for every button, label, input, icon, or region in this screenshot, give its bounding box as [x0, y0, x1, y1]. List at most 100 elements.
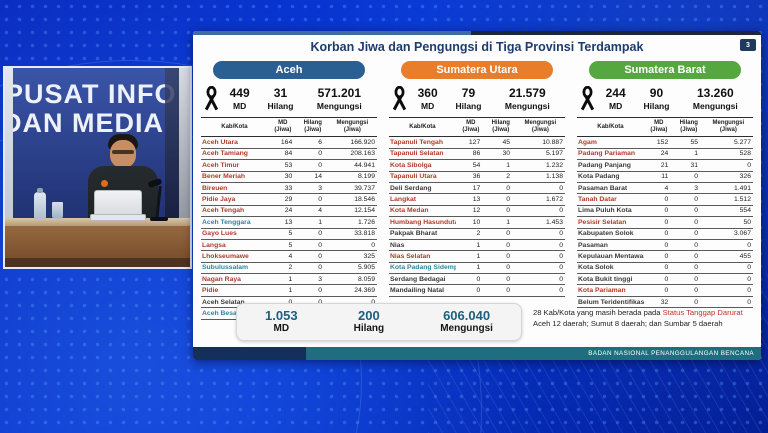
- row-kabkota-name: Tapanuli Selatan: [390, 150, 444, 158]
- row-kabkota-name: Subulussalam: [202, 264, 249, 272]
- row-mengungsi-value: 1.672: [545, 196, 563, 204]
- table-row: Nagan Raya 1 3 8.059: [201, 274, 377, 286]
- row-kabkota-name: Aceh Tenggara: [202, 218, 251, 226]
- row-md-value: 1: [476, 264, 481, 272]
- row-hilang-value: 1: [694, 150, 699, 158]
- row-mengungsi-value: 8.059: [357, 275, 375, 283]
- row-md-value: 29: [284, 196, 293, 204]
- row-hilang-value: 0: [318, 252, 323, 260]
- row-kabkota-name: Lima Puluh Kota: [578, 207, 632, 215]
- row-kabkota-name: Agam: [578, 139, 597, 147]
- microphone-base: [150, 217, 168, 221]
- row-md-value: 13: [472, 196, 481, 204]
- table-row: Aceh Tamiang 84 0 208.163: [201, 149, 377, 161]
- row-md-value: 0: [664, 196, 669, 204]
- row-hilang-value: 0: [506, 230, 511, 238]
- row-hilang-value: 0: [318, 264, 323, 272]
- row-mengungsi-value: 0: [747, 161, 751, 169]
- row-mengungsi-value: 208.163: [350, 150, 375, 158]
- table-row: Kepulauan Mentawai 0 0 455: [577, 251, 753, 263]
- row-kabkota-name: Pasaman Barat: [578, 184, 628, 192]
- row-hilang-value: 1: [506, 218, 511, 226]
- row-hilang-value: 3: [318, 184, 323, 192]
- province-table: Sumatera Barat 244 MD 90 Hilang 13.260 Meng…: [577, 61, 753, 320]
- row-md-value: 30: [284, 173, 293, 181]
- row-hilang-value: 0: [318, 241, 323, 249]
- table-row: Kota Padang Sidempuan 1 0 0: [389, 263, 565, 275]
- table-row: Aceh Tenggara 13 1 1.726: [201, 217, 377, 229]
- row-md-value: 10: [472, 218, 481, 226]
- row-md-value: 0: [664, 252, 669, 260]
- row-mengungsi-value: 528: [739, 150, 751, 158]
- row-md-value: 1: [476, 252, 481, 260]
- status-note: 28 Kab/Kota yang masih berada pada Statu…: [533, 307, 751, 329]
- row-md-value: 84: [284, 150, 293, 158]
- row-mengungsi-value: 0: [559, 287, 563, 295]
- row-md-value: 127: [468, 139, 481, 147]
- row-md-value: 54: [472, 161, 481, 169]
- table-row: Padang Panjang 21 31 0: [577, 160, 753, 172]
- row-mengungsi-value: 0: [328, 299, 377, 306]
- row-mengungsi-value: 18.546: [354, 196, 375, 204]
- row-mengungsi-value: 5.197: [545, 150, 563, 158]
- banner-text-line1: PUSAT INFO: [9, 80, 177, 109]
- row-hilang-value: 0: [506, 287, 511, 295]
- row-mengungsi-value: 0: [559, 275, 563, 283]
- table-row: Nias 1 0 0: [389, 240, 565, 252]
- studio-wall-light-left: [5, 68, 13, 267]
- row-kabkota-name: Kota Solok: [578, 264, 614, 272]
- row-hilang-value: 0: [318, 150, 323, 158]
- row-hilang-value: 0: [506, 264, 511, 272]
- province-tables-container: Aceh 449 MD 31 Hilang 571.201 Mengungsi Kab…: [201, 61, 753, 320]
- row-md-value: 0: [664, 218, 669, 226]
- row-hilang-value: 30: [502, 150, 511, 158]
- province-pill: Sumatera Utara: [401, 61, 553, 79]
- row-md-value: 33: [284, 184, 293, 192]
- row-hilang-value: 0: [506, 252, 511, 260]
- table-row: Mandailing Natal 0 0 0: [389, 285, 565, 297]
- row-hilang-value: 0: [694, 298, 699, 306]
- total-summary-box: 1.053 MD 200 Hilang 606.040 Mengungsi: [236, 303, 522, 341]
- row-kabkota-name: Nagan Raya: [202, 275, 241, 283]
- row-kabkota-name: Aceh Tamiang: [202, 150, 248, 158]
- slide-top-strip: [193, 31, 761, 35]
- summary-mengungsi-label: Mengungsi: [440, 323, 493, 335]
- table-row: Serdang Bedagai 0 0 0: [389, 274, 565, 286]
- uniform-logo-patch: [101, 180, 108, 187]
- row-kabkota-name: Aceh Timur: [202, 161, 240, 169]
- row-hilang-value: 0: [318, 230, 323, 238]
- webcam-view: PUSAT INFO DAN MEDIA: [3, 66, 192, 269]
- studio-wall-light-right: [179, 68, 190, 267]
- table-column-headers: Kab/Kota MD (Jiwa) Hilang (Jiwa) Mengungsi (Ji…: [389, 117, 565, 138]
- slide-number-badge: 3: [740, 39, 756, 51]
- row-md-value: 4: [664, 184, 669, 192]
- row-hilang-value: 45: [502, 139, 511, 147]
- row-hilang-value: 0: [694, 173, 699, 181]
- row-kabkota-name: Aceh Besar: [202, 309, 240, 317]
- row-md-value: 5: [288, 241, 293, 249]
- summary-stat-mengungsi: 606.040 Mengungsi: [440, 308, 493, 335]
- slide-footer: BADAN NASIONAL PENANGGULANGAN BENCANA: [193, 347, 761, 360]
- province-table: Aceh 449 MD 31 Hilang 571.201 Mengungsi Kab…: [201, 61, 377, 320]
- table-row: Deli Serdang 17 0 0: [389, 183, 565, 195]
- row-md-value: 2: [288, 264, 293, 272]
- province-stat-hilang: 79 Hilang: [455, 86, 482, 111]
- row-md-value: 0: [664, 275, 669, 283]
- row-kabkota-name: Nias: [390, 241, 405, 249]
- table-row: Tapanuli Utara 36 2 1.138: [389, 172, 565, 183]
- row-hilang-value: 0: [694, 287, 699, 295]
- row-md-value: 1: [288, 287, 293, 295]
- row-md-value: 5: [288, 230, 293, 238]
- province-stat-md: 360 MD: [417, 86, 438, 111]
- row-mengungsi-value: 1.726: [357, 218, 375, 226]
- mourning-ribbon-icon: [204, 86, 219, 111]
- row-mengungsi-value: 0: [559, 184, 563, 192]
- table-row: Pasaman 0 0 0: [577, 240, 753, 252]
- row-md-value: 21: [660, 161, 669, 169]
- row-mengungsi-value: 0: [371, 241, 375, 249]
- row-mengungsi-value: 0: [559, 207, 563, 215]
- row-md-value: 0: [664, 264, 669, 272]
- row-md-value: 1: [288, 275, 293, 283]
- table-row: Tapanuli Selatan 86 30 5.197: [389, 149, 565, 161]
